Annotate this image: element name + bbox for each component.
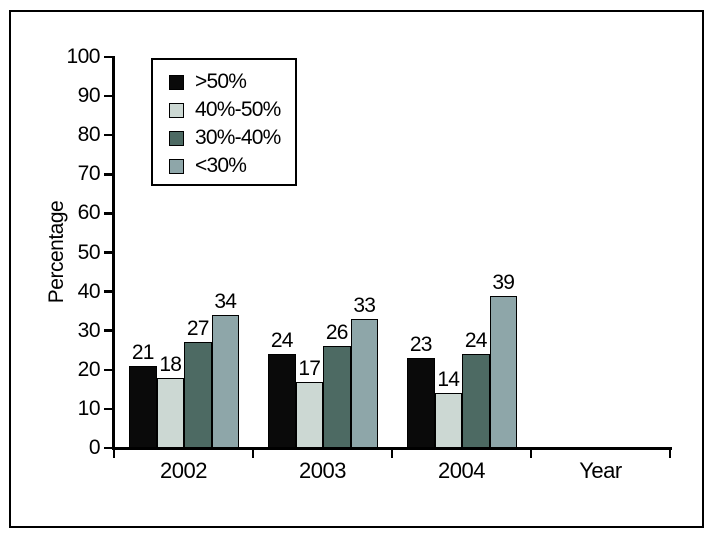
y-axis-tick-label: 40 <box>77 279 101 303</box>
bar-2003-40%-50% <box>295 381 323 448</box>
y-axis-tick <box>104 368 114 372</box>
legend-label: 40%-50% <box>195 98 281 121</box>
bar-2004-40%-50% <box>434 393 462 448</box>
y-axis-tick-label: 50 <box>77 240 101 264</box>
bar-2004->50% <box>407 358 435 448</box>
y-axis-tick <box>104 290 114 293</box>
y-axis-tick <box>104 329 114 332</box>
bar-value-label: 33 <box>353 293 376 317</box>
x-axis-tick <box>251 449 255 458</box>
y-axis-tick <box>104 94 114 98</box>
y-axis-tick-label: 80 <box>77 123 101 147</box>
y-axis-tick <box>104 251 114 254</box>
bar-2002-30%-40% <box>184 342 212 448</box>
bar-value-label: 27 <box>186 317 210 341</box>
bar-2003->50% <box>268 354 296 448</box>
bar-value-label: 34 <box>214 290 237 314</box>
bar-value-label: 14 <box>437 368 460 392</box>
x-category-label: 2003 <box>299 458 346 483</box>
legend-item: >50% <box>169 70 295 94</box>
y-axis-tick <box>104 446 114 450</box>
legend-swatch-icon <box>169 130 184 146</box>
legend-swatch-icon <box>169 102 184 118</box>
y-axis-tick-label: 70 <box>77 162 101 186</box>
bar-2003-<30% <box>350 318 378 448</box>
bar-2002->50% <box>129 365 157 448</box>
y-axis-tick-label: 90 <box>77 84 101 108</box>
y-axis-tick <box>104 407 114 411</box>
y-axis-tick-label: 20 <box>77 357 101 381</box>
legend-item: 30%-40% <box>169 126 295 150</box>
bar-value-label: 26 <box>325 321 349 345</box>
x-axis-tick <box>390 449 394 458</box>
bar-value-label: 24 <box>464 329 488 353</box>
x-axis-tick <box>529 449 533 458</box>
legend: >50% 40%-50% 30%-40% <30% <box>151 58 297 186</box>
bar-2004-30%-40% <box>462 354 490 448</box>
y-axis-tick <box>104 133 114 137</box>
x-axis-tick <box>668 449 672 458</box>
y-axis-tick <box>104 55 114 59</box>
legend-label: >50% <box>195 70 247 93</box>
bar-value-label: 24 <box>270 329 294 353</box>
bar-2002-40%-50% <box>156 377 184 448</box>
bar-2002-<30% <box>211 315 239 448</box>
x-axis-tick <box>112 449 116 458</box>
bar-2003-30%-40% <box>323 346 351 448</box>
bar-value-label: 39 <box>492 270 515 294</box>
bar-value-label: 18 <box>159 352 182 376</box>
y-axis-tick-label: 100 <box>66 45 100 68</box>
legend-swatch-icon <box>169 74 184 90</box>
y-axis-tick <box>104 173 114 176</box>
legend-item: <30% <box>169 154 295 178</box>
bar-value-label: 23 <box>409 333 433 357</box>
x-category-label: 2004 <box>438 458 485 483</box>
x-category-label: 2002 <box>160 458 207 483</box>
bar-2004-<30% <box>489 295 517 448</box>
legend-item: 40%-50% <box>169 98 295 122</box>
y-axis-tick-label: 30 <box>77 318 101 342</box>
y-axis-tick-label: 60 <box>77 201 101 225</box>
bar-value-label: 17 <box>298 356 321 380</box>
legend-swatch-icon <box>169 158 184 174</box>
x-axis-line <box>112 447 672 450</box>
legend-label: <30% <box>195 154 247 177</box>
x-axis-title: Year <box>579 458 622 483</box>
bar-value-label: 21 <box>131 340 155 364</box>
y-axis-tick-label: 0 <box>88 436 101 459</box>
legend-label: 30%-40% <box>195 126 281 149</box>
y-axis-tick <box>104 212 114 215</box>
y-axis-tick-label: 10 <box>77 396 101 420</box>
